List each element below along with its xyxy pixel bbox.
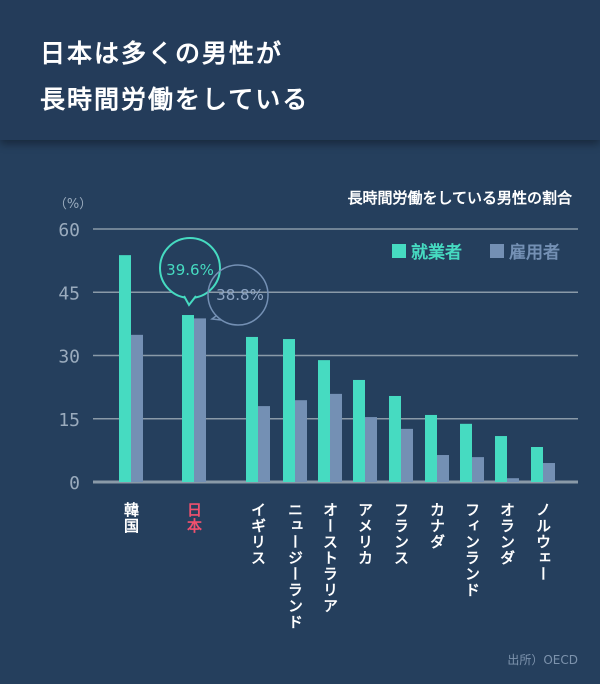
x-tick-label: イギリス (249, 502, 267, 566)
x-tick-label: フィンランド (463, 502, 481, 598)
bar (543, 463, 555, 482)
y-tick-label: 0 (69, 473, 80, 494)
bar (401, 428, 413, 482)
header: 日本は多くの男性が 長時間労働をしている (0, 0, 600, 140)
bar (182, 315, 194, 482)
chart-title: 長時間労働をしている男性の割合 (347, 189, 573, 207)
bar (246, 336, 258, 482)
callout-bubble (207, 264, 269, 326)
x-tick-label: ノルウェー (534, 502, 552, 582)
bar (389, 395, 401, 482)
x-tick-label: ニュージーランド (286, 502, 304, 630)
bar (131, 334, 143, 482)
bar (437, 455, 449, 482)
bar (194, 318, 206, 482)
title-line-1: 日本は多くの男性が (40, 39, 284, 68)
y-tick-label: 45 (58, 283, 80, 304)
bar (318, 360, 330, 482)
y-axis-label: （%） (54, 197, 92, 212)
legend-swatch (392, 244, 406, 258)
bar (295, 400, 307, 482)
x-tick-label: オランダ (498, 502, 516, 566)
bar (495, 436, 507, 482)
bar (507, 478, 519, 482)
y-tick-label: 60 (58, 220, 80, 241)
x-tick-label: 日本 (185, 502, 203, 534)
bar (119, 255, 131, 482)
title-line-2: 長時間労働をしている (40, 85, 310, 114)
bar (365, 417, 377, 482)
bar (531, 447, 543, 482)
callout-label: 39.6% (166, 261, 214, 279)
bar (460, 423, 472, 482)
legend-label: 雇用者 (509, 242, 560, 263)
legend-label: 就業者 (411, 242, 462, 263)
y-tick-label: 30 (58, 347, 80, 368)
x-tick-label: オーストラリア (321, 502, 339, 614)
bar (472, 457, 484, 482)
y-tick-label: 15 (58, 410, 80, 431)
x-tick-label: フランス (392, 502, 410, 566)
bar (330, 393, 342, 482)
bar (283, 339, 295, 482)
callout-tail (210, 315, 222, 321)
source-note: 出所）OECD (507, 653, 578, 667)
bar (258, 406, 270, 482)
callout-label: 38.8% (216, 286, 264, 304)
bar (425, 414, 437, 482)
x-tick-label: カナダ (428, 502, 446, 550)
bar (353, 379, 365, 482)
callout-tail (183, 295, 197, 307)
x-tick-label: アメリカ (356, 502, 374, 566)
legend-swatch (490, 244, 504, 258)
x-tick-label: 韓国 (122, 501, 140, 534)
